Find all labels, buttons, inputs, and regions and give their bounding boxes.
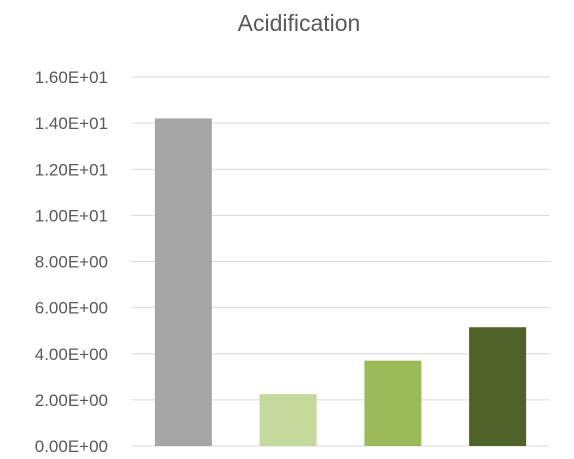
bar-4 bbox=[469, 327, 527, 446]
y-tick-label: 1.60E+01 bbox=[35, 68, 108, 87]
bar-1 bbox=[154, 118, 212, 446]
bar-3 bbox=[364, 360, 422, 446]
y-tick-label: 2.00E+00 bbox=[35, 391, 108, 410]
y-tick-label: 0.00E+00 bbox=[35, 437, 108, 456]
y-tick-label: 1.20E+01 bbox=[35, 160, 108, 179]
y-tick-label: 4.00E+00 bbox=[35, 345, 108, 364]
bars bbox=[154, 118, 527, 446]
bar-2 bbox=[259, 394, 317, 446]
chart-title: Acidification bbox=[238, 10, 361, 36]
y-tick-label: 8.00E+00 bbox=[35, 253, 108, 272]
y-tick-label: 1.00E+01 bbox=[35, 206, 108, 225]
y-axis-tick-labels: 0.00E+00 2.00E+00 4.00E+00 6.00E+00 8.00E+00… bbox=[35, 68, 108, 456]
y-tick-label: 6.00E+00 bbox=[35, 299, 108, 318]
y-tick-label: 1.40E+01 bbox=[35, 114, 108, 133]
